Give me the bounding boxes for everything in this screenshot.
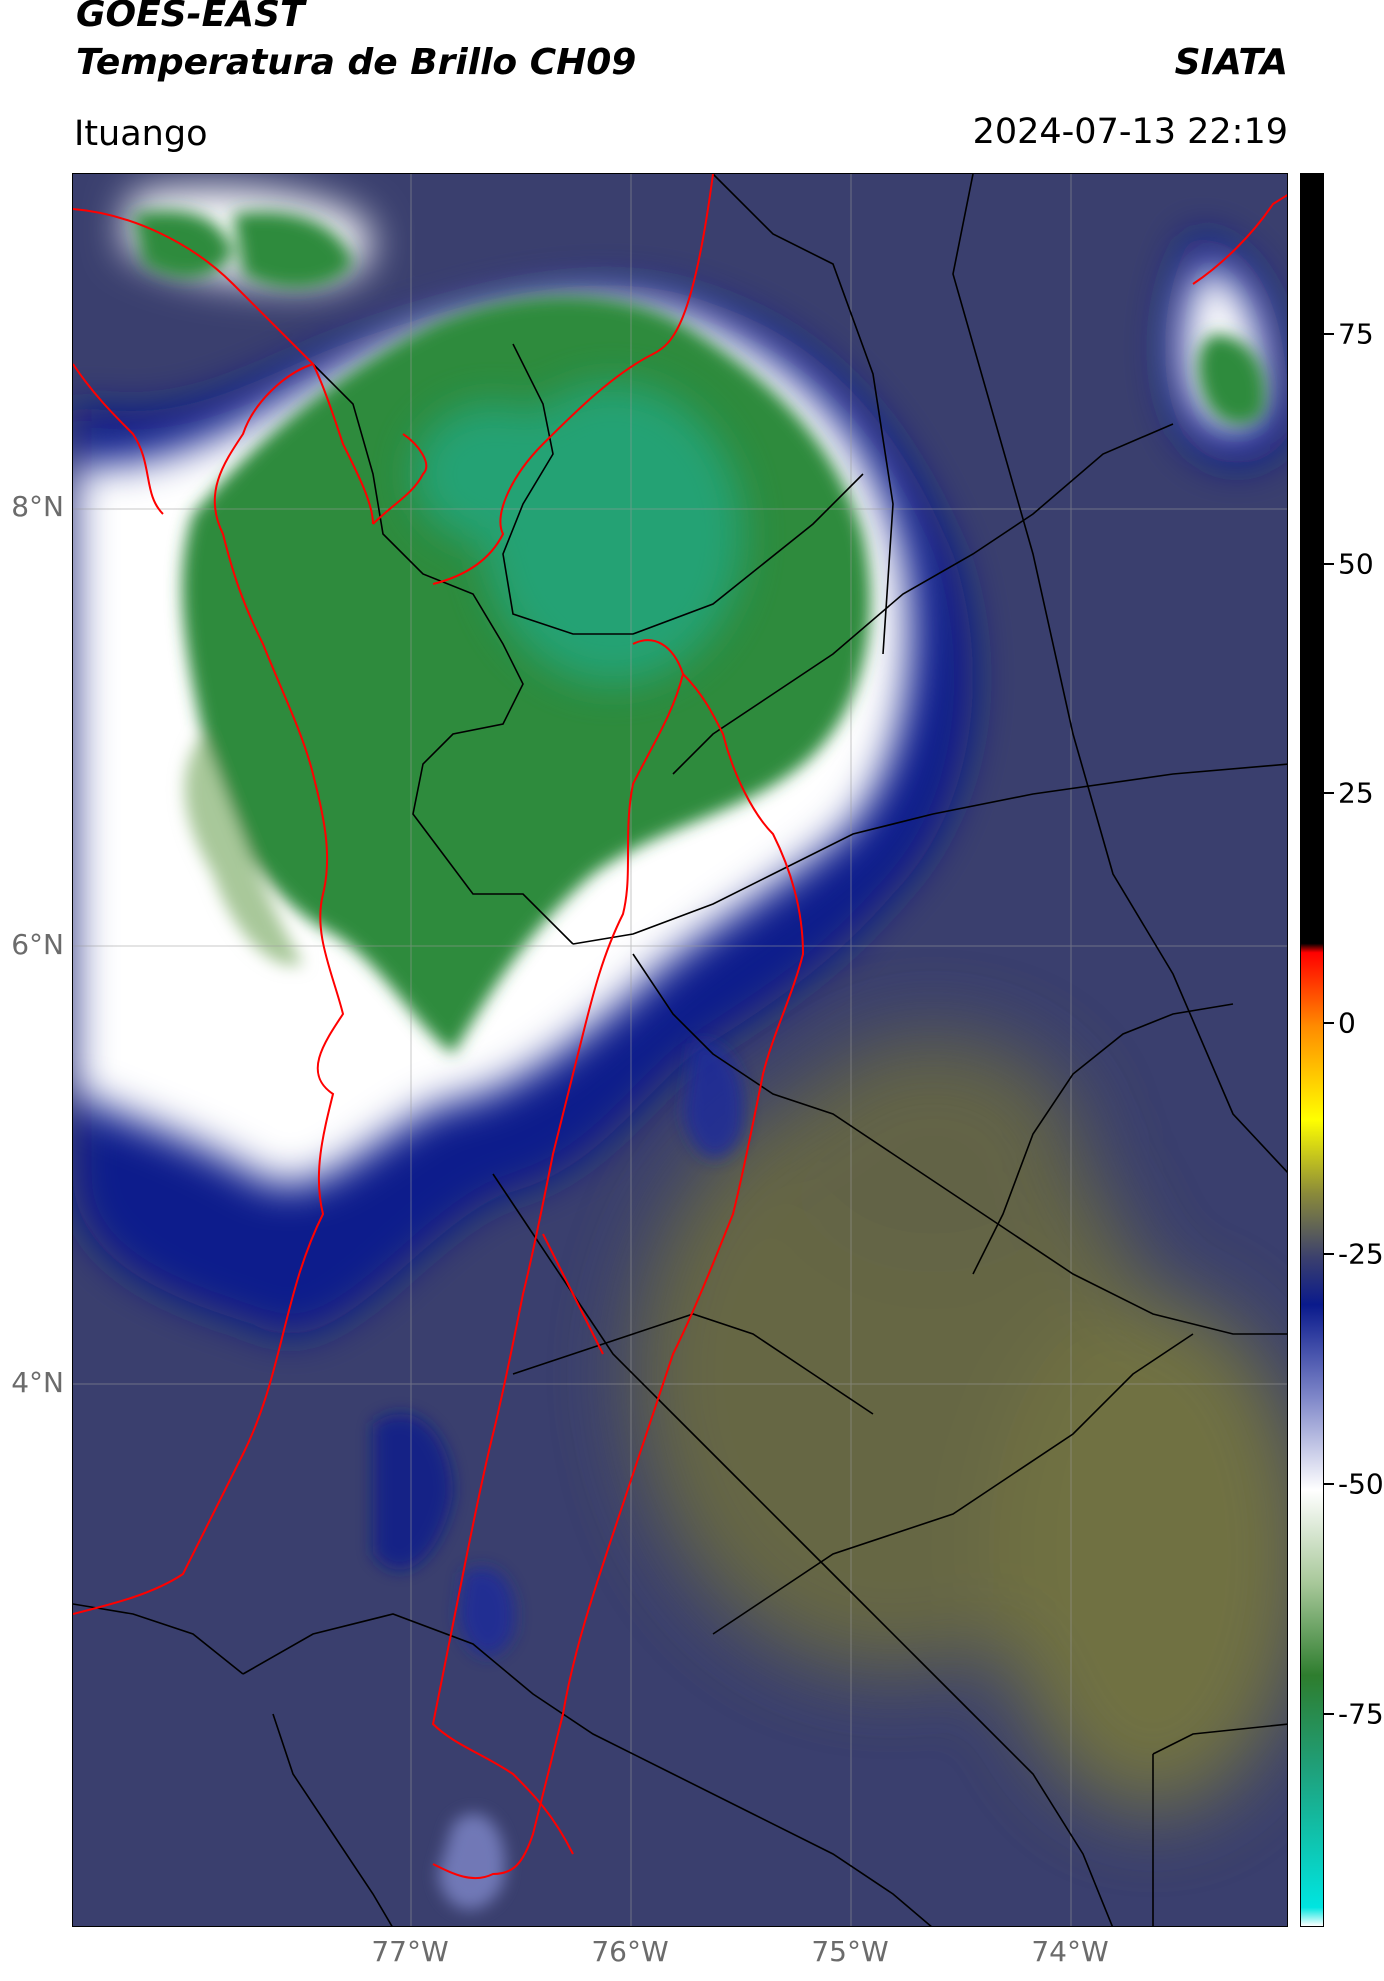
- timestamp-label: 2024-07-13 22:19: [972, 112, 1288, 152]
- deep-blue-streaks: [373, 1042, 745, 1910]
- lon-label-74w: 74°W: [1031, 1935, 1109, 1968]
- colorbar-label-75: 75: [1338, 317, 1374, 351]
- colorbar-tick: [1324, 1253, 1334, 1255]
- lon-label-77w: 77°W: [371, 1935, 449, 1968]
- colorbar-label-0: 0: [1338, 1006, 1356, 1040]
- organization-label: SIATA: [1174, 42, 1288, 83]
- colorbar-tick: [1324, 1022, 1334, 1024]
- map-canvas: [73, 174, 1287, 1926]
- location-label: Ituango: [74, 114, 208, 154]
- satellite-title: GOES-EAST: [76, 0, 305, 35]
- colorbar-label-minus50: -50: [1338, 1467, 1384, 1501]
- colorbar-label-minus75: -75: [1338, 1697, 1384, 1731]
- colorbar-tick: [1324, 333, 1334, 335]
- lon-label-75w: 75°W: [811, 1935, 889, 1968]
- product-title: Temperatura de Brillo CH09: [76, 42, 637, 83]
- colorbar: [1300, 173, 1324, 1927]
- satellite-map[interactable]: [72, 173, 1288, 1927]
- colorbar-tick: [1324, 792, 1334, 794]
- warm-region: [633, 1034, 1287, 1814]
- colorbar-tick: [1324, 1713, 1334, 1715]
- graticule: [73, 174, 1287, 1926]
- lat-label-6n: 6°N: [11, 928, 64, 961]
- colorbar-label-50: 50: [1338, 547, 1374, 581]
- lat-label-8n: 8°N: [11, 490, 64, 523]
- colorbar-label-25: 25: [1338, 776, 1374, 810]
- department-borders: [73, 174, 1287, 1880]
- lon-label-76w: 76°W: [591, 1935, 669, 1968]
- colorbar-label-minus25: -25: [1338, 1237, 1384, 1271]
- lat-label-4n: 4°N: [11, 1366, 64, 1399]
- colorbar-tick: [1324, 563, 1334, 565]
- colorbar-tick: [1324, 1483, 1334, 1485]
